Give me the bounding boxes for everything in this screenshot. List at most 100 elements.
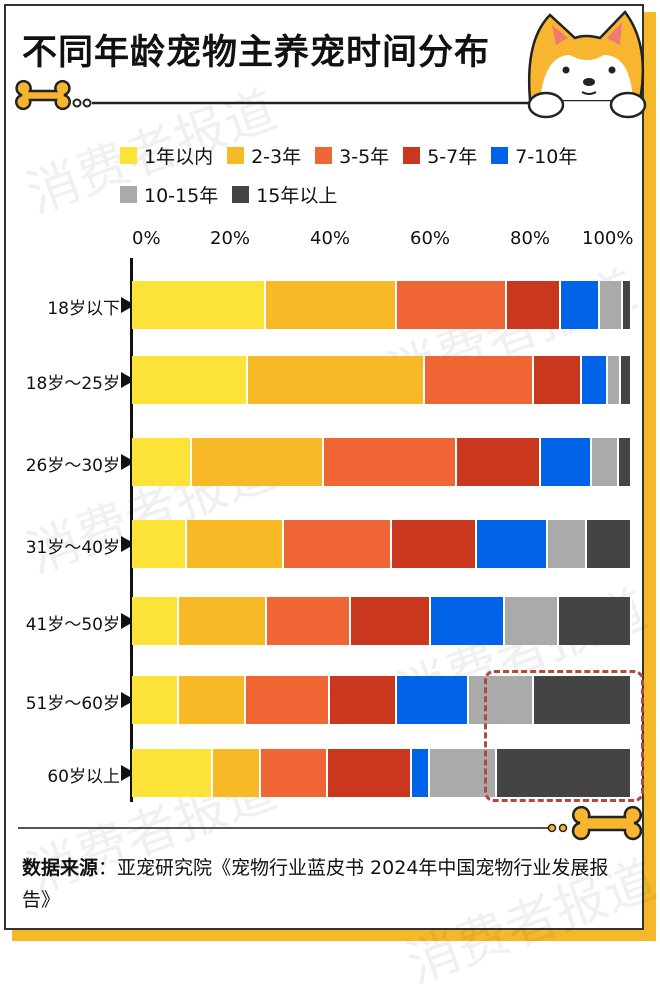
legend-item: 5-7年: [403, 142, 477, 169]
legend-label: 3-5年: [339, 146, 390, 168]
legend-label: 15年以上: [256, 185, 338, 207]
bone-icon: [15, 80, 71, 111]
header-decoration: [15, 10, 647, 119]
bar-segment: [607, 356, 621, 404]
legend-swatch: [315, 147, 333, 164]
bar-segment: [265, 281, 398, 329]
source-note: 数据来源：亚宠研究院《宠物行业蓝皮书 2024年中国宠物行业发展报告》: [22, 852, 622, 916]
dog-icon: [527, 10, 647, 119]
x-tick-label: 40%: [310, 228, 351, 249]
bar-segment: [592, 438, 619, 486]
bar-segment: [392, 520, 477, 568]
bar-segment: [132, 520, 188, 568]
row-label: 18岁以下: [47, 299, 120, 319]
bar-segment: [561, 281, 600, 329]
row-label: 26岁～30岁: [25, 456, 120, 476]
legend-swatch: [120, 186, 137, 203]
row-label: 31岁～40岁: [25, 538, 120, 558]
footer-decoration: [18, 805, 643, 841]
row-marker-icon: [121, 536, 135, 552]
bar-segment: [430, 597, 505, 645]
legend-swatch: [232, 186, 250, 203]
dot-icon: [558, 823, 568, 833]
row-marker-icon: [121, 297, 135, 313]
bar-segment: [620, 356, 632, 404]
dot-icon: [72, 98, 82, 108]
bar-segment: [397, 281, 508, 329]
bar-segment: [132, 438, 192, 486]
x-tick-label: 100%: [582, 228, 634, 249]
bar-segment: [330, 676, 397, 724]
bar-segment: [212, 749, 262, 797]
source-label: 数据来源: [22, 857, 99, 879]
x-tick-label: 20%: [210, 228, 251, 249]
bar-segment: [132, 749, 213, 797]
bar-segment: [548, 520, 587, 568]
bar-segment: [191, 438, 324, 486]
row-label: 41岁～50岁: [25, 615, 120, 635]
bar-segment: [132, 281, 266, 329]
bar-segment: [533, 676, 632, 724]
bar-segment: [533, 356, 583, 404]
source-text: ：亚宠研究院《宠物行业蓝皮书 2024年中国宠物行业发展报告》: [22, 857, 609, 911]
bar-segment: [559, 597, 632, 645]
legend-swatch: [491, 147, 509, 164]
row-marker-icon: [121, 454, 135, 470]
x-tick-label: 60%: [410, 228, 451, 249]
legend-item: 1年以内: [120, 142, 213, 169]
dot-icon: [82, 98, 92, 108]
dot-icon: [547, 823, 557, 833]
legend: 1年以内 2-3年 3-5年 5-7年 7-10年 10-15年 15年以上: [120, 142, 650, 220]
x-tick-label: 80%: [510, 228, 551, 249]
bar-segment: [179, 597, 267, 645]
bar-segment: [327, 749, 413, 797]
y-axis-line: [130, 258, 133, 802]
bar-segment: [476, 520, 549, 568]
row-marker-icon: [121, 765, 135, 781]
bar-segment: [397, 676, 469, 724]
bar-segment: [350, 597, 431, 645]
row-marker-icon: [121, 692, 135, 708]
bar-segment: [504, 597, 559, 645]
legend-label: 7-10年: [515, 146, 578, 168]
row-label: 51岁～60岁: [25, 694, 120, 714]
legend-label: 5-7年: [427, 146, 478, 168]
bar-segment: [618, 438, 632, 486]
bar-segment: [623, 281, 632, 329]
bar-segment: [283, 520, 393, 568]
bar-segment: [132, 676, 179, 724]
legend-item: 3-5年: [315, 142, 389, 169]
bar-segment: [586, 520, 632, 568]
bar-segment: [425, 356, 534, 404]
legend-swatch: [403, 147, 421, 164]
row-label: 60岁以上: [47, 767, 120, 787]
legend-item: 2-3年: [227, 142, 301, 169]
legend-label: 2-3年: [251, 146, 302, 168]
legend-item: 10-15年: [120, 181, 218, 208]
bar-segment: [541, 438, 592, 486]
bar-segment: [324, 438, 457, 486]
legend-label: 1年以内: [144, 146, 214, 168]
bar-segment: [132, 597, 179, 645]
bar-segment: [582, 356, 608, 404]
bar-segment: [468, 676, 534, 724]
legend-label: 10-15年: [144, 185, 219, 207]
legend-swatch: [227, 147, 245, 164]
bar-segment: [132, 356, 249, 404]
bar-segment: [187, 520, 284, 568]
legend-swatch: [120, 147, 137, 164]
bar-segment: [599, 281, 623, 329]
legend-item: 7-10年: [491, 142, 577, 169]
row-label: 18岁～25岁: [25, 374, 120, 394]
bar-segment: [496, 749, 632, 797]
bar-segment: [266, 597, 351, 645]
bar-segment: [261, 749, 328, 797]
bar-segment: [507, 281, 562, 329]
bar-segment: [412, 749, 431, 797]
bar-segment: [248, 356, 426, 404]
bone-icon: [571, 805, 643, 841]
bar-segment: [457, 438, 541, 486]
row-marker-icon: [121, 372, 135, 388]
bar-segment: [179, 676, 246, 724]
chart-title: 不同年龄宠物主养宠时间分布: [22, 33, 491, 73]
